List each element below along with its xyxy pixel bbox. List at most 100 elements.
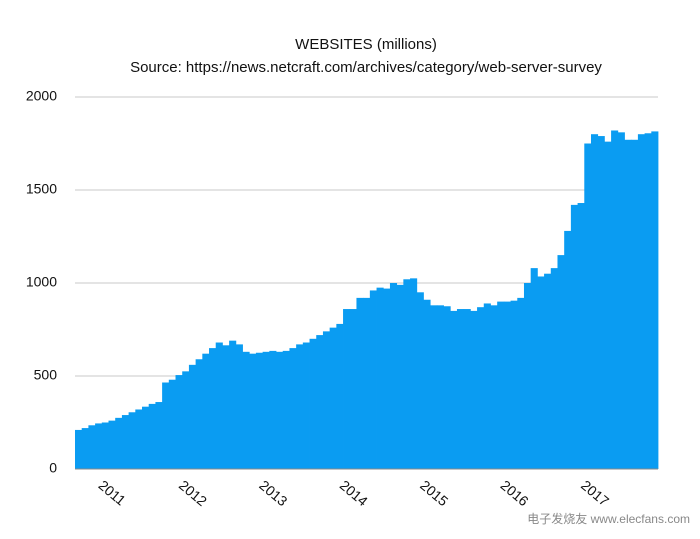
bar — [396, 284, 404, 469]
bar — [115, 417, 123, 469]
bar — [637, 134, 645, 469]
x-tick-label: 2013 — [256, 477, 290, 509]
bar — [249, 353, 257, 469]
bar — [222, 345, 230, 469]
bar — [403, 279, 411, 469]
bar — [242, 351, 250, 469]
bar — [617, 132, 625, 469]
bar — [175, 375, 183, 469]
x-tick-label: 2012 — [176, 477, 210, 509]
bar — [423, 299, 431, 469]
bar — [544, 273, 552, 469]
x-tick-label: 2011 — [96, 477, 130, 509]
bar — [389, 283, 398, 469]
bar — [463, 309, 471, 469]
y-tick-label: 0 — [49, 460, 57, 476]
bar — [202, 353, 210, 469]
bar — [329, 327, 337, 469]
bar — [95, 423, 103, 469]
bar — [597, 136, 605, 469]
bar — [148, 403, 156, 469]
chart-subtitle: Source: https://news.netcraft.com/archiv… — [130, 59, 602, 76]
bar — [75, 429, 83, 469]
bar — [517, 297, 525, 469]
bar — [490, 305, 498, 469]
bar — [135, 409, 143, 469]
bar — [336, 323, 344, 469]
bar — [316, 335, 324, 469]
bar — [121, 415, 130, 469]
bar — [483, 303, 491, 469]
bar — [349, 309, 357, 469]
x-tick-label: 2014 — [337, 477, 371, 509]
bar — [101, 422, 109, 469]
bar — [209, 348, 217, 469]
bar — [302, 342, 310, 469]
bar — [557, 255, 565, 469]
bar — [195, 359, 203, 469]
x-tick-label: 2015 — [417, 477, 451, 509]
y-tick-label: 1000 — [26, 274, 57, 290]
bar — [229, 340, 237, 469]
bar — [436, 305, 444, 469]
bar — [584, 143, 592, 469]
bar — [456, 309, 465, 469]
bar — [376, 287, 384, 469]
bar — [296, 344, 304, 469]
x-tick-label: 2017 — [578, 477, 612, 509]
bar — [577, 203, 585, 469]
y-tick-label: 500 — [34, 367, 58, 383]
bar — [356, 297, 364, 469]
bar — [343, 309, 351, 469]
bar — [503, 301, 511, 469]
bar — [369, 290, 377, 469]
bar — [443, 306, 451, 469]
bar — [550, 268, 558, 469]
bar — [450, 310, 458, 469]
watermark: 电子发烧友 www.elecfans.com — [527, 511, 690, 526]
bar — [81, 428, 89, 469]
bar — [142, 406, 150, 469]
bar — [410, 278, 418, 469]
bar — [631, 139, 639, 469]
bar — [309, 338, 317, 469]
bar — [182, 371, 190, 469]
bar — [108, 420, 116, 469]
x-tick-label: 2016 — [498, 477, 532, 509]
bar — [128, 412, 136, 469]
bar — [235, 344, 243, 469]
y-tick-label: 1500 — [26, 181, 57, 197]
bar — [611, 130, 619, 470]
bar — [322, 331, 331, 469]
bar — [497, 301, 505, 469]
bar — [383, 288, 391, 469]
bar — [262, 351, 270, 469]
bar — [168, 379, 176, 469]
bar — [363, 297, 371, 469]
bar — [570, 204, 578, 469]
chart-title: WEBSITES (millions) — [295, 36, 437, 53]
bar — [162, 382, 170, 469]
bar — [188, 364, 197, 469]
bar — [604, 141, 612, 469]
bar — [530, 268, 538, 469]
bar — [416, 292, 424, 469]
bar — [215, 342, 223, 469]
bar — [289, 348, 297, 469]
bar — [470, 310, 478, 469]
bar — [564, 230, 572, 469]
bar — [590, 134, 599, 469]
bar — [276, 351, 284, 469]
bar — [537, 276, 545, 469]
bar — [510, 300, 518, 469]
bar — [255, 352, 264, 469]
y-tick-label: 2000 — [26, 88, 57, 104]
bar — [651, 131, 659, 469]
bar — [155, 402, 163, 469]
bar — [477, 307, 485, 469]
bar — [523, 283, 532, 469]
bar — [624, 139, 632, 469]
bar — [88, 425, 96, 469]
bar — [644, 133, 652, 469]
